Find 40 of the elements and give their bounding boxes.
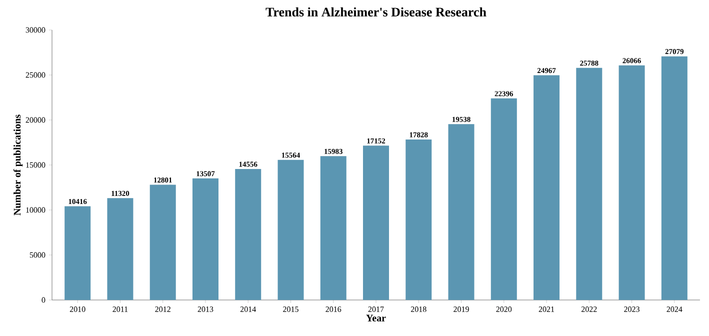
y-axis-title: Number of publications (13, 114, 23, 216)
x-tick-label: 2014 (240, 306, 256, 312)
bar (64, 206, 91, 300)
x-tick-label: 2022 (582, 306, 597, 312)
bar (363, 146, 390, 300)
y-tick-label: 15000 (26, 162, 46, 168)
bar (534, 75, 560, 300)
x-tick-label: 2020 (496, 306, 512, 312)
bar (490, 98, 517, 300)
x-tick-label: 2010 (70, 306, 86, 312)
x-tick-label: 2017 (368, 306, 384, 312)
chart-title: Trends in Alzheimer's Disease Research (266, 7, 486, 16)
x-tick-label: 2019 (454, 306, 469, 312)
x-tick-label: 2012 (155, 306, 170, 312)
bar (406, 140, 432, 300)
x-tick-label: 2018 (410, 306, 426, 312)
bar (235, 168, 262, 300)
y-tick-label: 0 (42, 297, 46, 303)
y-tick-label: 30000 (26, 27, 46, 33)
x-tick-label: 2024 (666, 306, 682, 312)
bar (192, 178, 218, 300)
x-tick-label: 2016 (326, 306, 342, 312)
x-axis-title: Year (366, 314, 386, 322)
y-tick-label: 10000 (26, 207, 46, 213)
y-tick-label: 25000 (26, 72, 46, 78)
bar (576, 68, 602, 300)
x-tick-label: 2023 (624, 306, 640, 312)
bar (278, 160, 304, 300)
bar (618, 65, 645, 300)
x-tick-label: 2015 (283, 306, 298, 312)
x-tick-label: 2013 (198, 306, 214, 312)
y-tick-label: 5000 (30, 252, 46, 258)
x-tick-label: 2021 (538, 306, 554, 312)
bar (661, 56, 688, 300)
bar (320, 156, 346, 300)
y-tick-label: 20000 (26, 117, 46, 123)
bar (150, 184, 176, 300)
x-tick-label: 2011 (112, 306, 128, 312)
bar (448, 124, 474, 300)
bar (107, 198, 134, 300)
